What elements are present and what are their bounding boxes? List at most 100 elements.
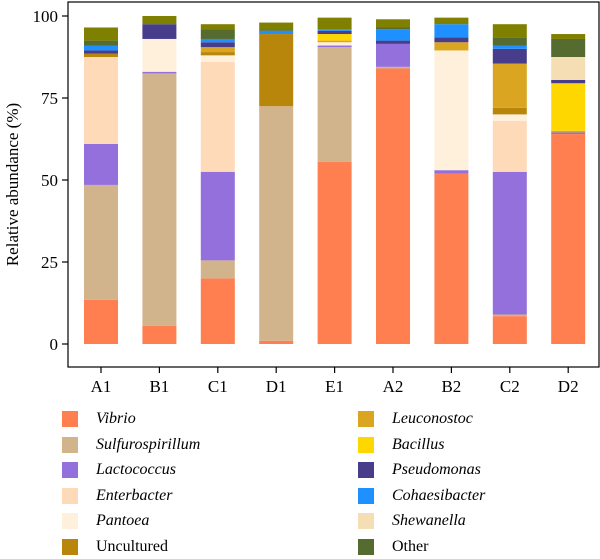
bar-segment-B1-pantoea bbox=[142, 38, 177, 72]
legend-swatch bbox=[62, 487, 78, 504]
x-tick-label-C2: C2 bbox=[500, 377, 520, 396]
bar-segment-C2-leuconostoc bbox=[492, 63, 527, 108]
x-tick-label-E1: E1 bbox=[325, 377, 344, 396]
bar-segment-B2-pseudomonas bbox=[434, 37, 469, 43]
legend-swatch bbox=[62, 462, 78, 478]
bar-segment-C1-leuconostoc bbox=[200, 47, 235, 53]
bar-segment-E1-leuconostoc bbox=[317, 40, 352, 43]
legend-item-cohaesibacter: Cohaesibacter bbox=[358, 484, 485, 508]
legend-swatch bbox=[62, 436, 78, 453]
legend-item-vibrio: Vibrio bbox=[62, 407, 136, 431]
bar-segment-C1-enterbacter bbox=[200, 61, 235, 172]
bar-segment-E1-series-12 bbox=[317, 17, 352, 30]
legend-label: Shewanella bbox=[392, 512, 466, 529]
bar-segment-A2-series-12 bbox=[376, 19, 410, 28]
bar-segment-D2-shewanella bbox=[551, 57, 586, 80]
bar-segment-A1-cohaesibacter bbox=[84, 45, 118, 51]
bar-segment-D2-pseudomonas bbox=[551, 79, 586, 84]
y-tick-label-0: 0 bbox=[50, 335, 59, 354]
x-tick-label-B2: B2 bbox=[441, 377, 461, 396]
legend-item-uncultured: Uncultured bbox=[62, 535, 168, 559]
bar-segment-A1-other bbox=[84, 40, 118, 46]
y-tick-label-100: 100 bbox=[33, 7, 59, 26]
legend-label: Bacillus bbox=[392, 435, 445, 453]
plot-frame bbox=[67, 1, 600, 368]
legend-swatch bbox=[358, 462, 374, 478]
x-tick-label-C1: C1 bbox=[208, 377, 228, 396]
bar-segment-D1-cohaesibacter bbox=[259, 30, 294, 35]
bar-segment-E1-bacillus bbox=[317, 34, 352, 41]
bar-segment-A1-vibrio bbox=[84, 299, 118, 344]
x-tick-label-A2: A2 bbox=[383, 377, 404, 396]
bar-segment-A2-other bbox=[376, 27, 410, 30]
bar-segment-D2-lactococcus bbox=[551, 132, 586, 135]
legend-label: Vibrio bbox=[96, 410, 136, 427]
legend-swatch bbox=[358, 538, 374, 555]
bar-segment-C2-uncultured bbox=[492, 107, 527, 115]
legend-item-leuconostoc: Leuconostoc bbox=[358, 407, 473, 431]
legend-label: Enterbacter bbox=[96, 486, 173, 504]
bar-segment-A2-sulfurospirillum bbox=[376, 66, 410, 69]
bar-segment-B1-lactococcus bbox=[142, 71, 177, 74]
bar-segment-D1-series-12 bbox=[259, 22, 294, 30]
legend-label: Uncultured bbox=[96, 537, 168, 555]
x-tick-label-A1: A1 bbox=[91, 377, 112, 396]
legend-item-pantoea: Pantoea bbox=[62, 509, 149, 533]
legend-item-bacillus: Bacillus bbox=[358, 433, 444, 457]
bar-segment-D2-vibrio bbox=[551, 134, 586, 344]
bar-segment-C1-uncultured bbox=[200, 52, 235, 56]
bar-segment-B1-series-12 bbox=[142, 16, 177, 25]
bar-segment-B2-vibrio bbox=[434, 173, 469, 344]
legend-swatch bbox=[358, 436, 374, 453]
bar-segment-B2-cohaesibacter bbox=[434, 24, 469, 38]
bar-segment-C2-vibrio bbox=[492, 316, 527, 344]
legend-swatch bbox=[358, 487, 374, 504]
bar-segment-A1-enterbacter bbox=[84, 57, 118, 144]
bar-segment-D1-sulfurospirillum bbox=[259, 106, 294, 341]
bar-segment-C1-cohaesibacter bbox=[200, 38, 235, 43]
x-tick-label-D2: D2 bbox=[558, 377, 579, 396]
bar-segment-B1-vibrio bbox=[142, 325, 177, 344]
bar-segment-D2-bacillus bbox=[551, 83, 586, 131]
bar-segment-B1-sulfurospirillum bbox=[142, 73, 177, 326]
bar-segment-A1-lactococcus bbox=[84, 143, 118, 185]
bar-segment-A2-cohaesibacter bbox=[376, 29, 410, 41]
bar-segment-E1-sulfurospirillum bbox=[317, 47, 352, 162]
bar-segment-B2-pantoea bbox=[434, 50, 469, 171]
bar-segment-A1-series-12 bbox=[84, 27, 118, 41]
bar-segment-D2-series-12 bbox=[551, 34, 586, 39]
bar-segment-C2-series-12 bbox=[492, 24, 527, 38]
legend: Vibrio Sulfurospirillum Lactococcus Enterba… bbox=[62, 407, 600, 557]
bar-segment-D1-vibrio bbox=[259, 340, 294, 344]
bar-segment-C1-pantoea bbox=[200, 55, 235, 62]
bar-segment-D2-leuconostoc bbox=[551, 130, 586, 133]
legend-label: Leuconostoc bbox=[392, 410, 473, 427]
bar-segment-A1-uncultured bbox=[84, 53, 118, 57]
bar-segment-C1-pseudomonas bbox=[200, 42, 235, 48]
y-tick-label-50: 50 bbox=[41, 171, 58, 190]
legend-swatch bbox=[358, 513, 374, 529]
legend-label: Pantoea bbox=[96, 512, 150, 529]
bar-segment-B2-leuconostoc bbox=[434, 42, 469, 51]
bar-segment-A2-pseudomonas bbox=[376, 40, 410, 44]
bar-segment-C1-vibrio bbox=[200, 278, 235, 344]
bar-segment-C2-lactococcus bbox=[492, 171, 527, 315]
x-tick-label-B1: B1 bbox=[149, 377, 169, 396]
legend-item-enterbacter: Enterbacter bbox=[62, 484, 172, 508]
bar-segment-A1-pseudomonas bbox=[84, 50, 118, 54]
legend-swatch bbox=[62, 513, 78, 529]
y-tick-label-25: 25 bbox=[41, 253, 58, 272]
legend-swatch bbox=[62, 411, 78, 427]
legend-item-sulfurospirillum: Sulfurospirillum bbox=[62, 433, 200, 457]
bar-segment-C1-lactococcus bbox=[200, 171, 235, 261]
legend-item-pseudomonas: Pseudomonas bbox=[358, 458, 481, 482]
bar-segment-C1-sulfurospirillum bbox=[200, 260, 235, 279]
bar-segment-B1-pseudomonas bbox=[142, 24, 177, 39]
bar-segment-C2-other bbox=[492, 37, 527, 46]
x-tick-label-D1: D1 bbox=[266, 377, 287, 396]
legend-label: Cohaesibacter bbox=[392, 486, 486, 504]
bar-segment-C2-sulfurospirillum bbox=[492, 314, 527, 317]
legend-item-other: Other bbox=[358, 535, 428, 559]
bar-segment-C2-pantoea bbox=[492, 114, 527, 121]
